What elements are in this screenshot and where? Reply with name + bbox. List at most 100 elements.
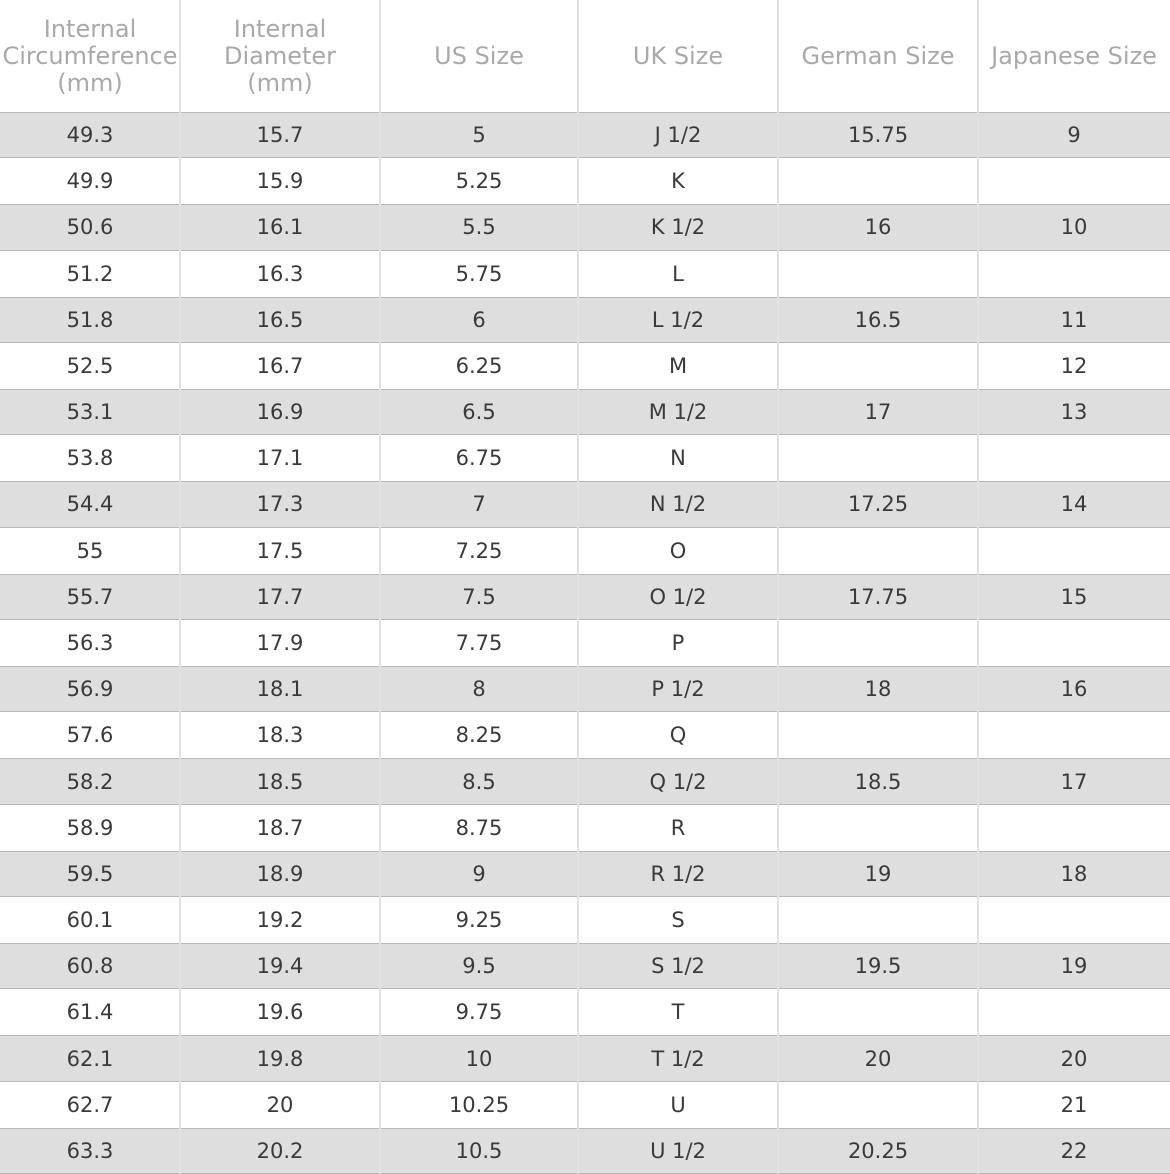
table-cell: 17.1 [256,446,304,471]
table-cell: L [672,261,684,286]
table-cell: 8.25 [455,723,503,748]
header-line: Internal [43,14,137,43]
table-cell: 11 [1060,307,1088,332]
table-row: 51.8 16.5 6 L 1/2 16.5 11 [0,296,1170,343]
table-cell: 56.9 [66,677,114,702]
table-cell: 18.3 [256,723,304,748]
table-row: 60.8 19.4 9.5 S 1/2 19.5 19 [0,943,1170,990]
column-header: Japanese Size [978,0,1170,112]
table-cell: 53.8 [66,446,114,471]
table-cell: 17 [864,400,892,425]
table-cell: 63.3 [66,1138,114,1163]
table-cell [778,897,978,943]
column-header: US Size [380,0,578,112]
table-cell: O 1/2 [649,584,707,609]
table-cell: 60.1 [66,908,114,933]
table-cell: 54.4 [66,492,114,517]
table-cell: 14 [1060,492,1088,517]
column-header: Internal Diameter (mm) [180,0,380,112]
table-row: 55 17.5 7.25 O [0,528,1170,574]
table-row: 54.4 17.3 7 N 1/2 17.25 14 [0,481,1170,528]
table-cell: 20 [864,1046,892,1071]
table-cell [778,620,978,666]
header-line: US Size [434,41,524,70]
table-cell: 9 [472,861,486,886]
table-cell: 7.25 [455,538,503,563]
table-cell: N 1/2 [649,492,707,517]
table-cell: 16 [1060,677,1088,702]
table-cell: 19.4 [256,954,304,979]
table-cell: 19.2 [256,908,304,933]
table-cell: J 1/2 [654,123,702,148]
table-cell: 51.8 [66,307,114,332]
table-row: 52.5 16.7 6.25 M 12 [0,343,1170,389]
table-cell: 16 [864,215,892,240]
table-cell: L 1/2 [651,307,705,332]
table-cell: 12 [1060,353,1088,378]
table-row: 61.4 19.6 9.75 T [0,989,1170,1035]
table-row: 49.9 15.9 5.25 K [0,158,1170,204]
table-cell: 55.7 [66,584,114,609]
table-cell: 51.2 [66,261,114,286]
table-cell: 18.5 [256,769,304,794]
table-cell: 8.5 [462,769,496,794]
table-cell: 18 [864,677,892,702]
table-cell: 62.1 [66,1046,114,1071]
table-cell: T [671,1000,685,1025]
table-cell: 13 [1060,400,1088,425]
table-cell: 15 [1060,584,1088,609]
table-cell: 5 [472,123,486,148]
table-row: 56.3 17.9 7.75 P [0,620,1170,666]
table-row: 50.6 16.1 5.5 K 1/2 16 10 [0,204,1170,251]
table-cell: 7.75 [455,630,503,655]
column-header: German Size [778,0,978,112]
column-divider [179,0,181,1174]
table-cell: 8.75 [455,815,503,840]
table-cell [778,528,978,574]
table-cell: 5.5 [462,215,496,240]
table-cell: 15.75 [847,123,909,148]
column-divider [379,0,381,1174]
table-cell: 18.5 [854,769,902,794]
table-cell: 17.9 [256,630,304,655]
table-cell: 19 [864,861,892,886]
table-cell [778,343,978,389]
table-cell [978,712,1170,758]
table-cell: 58.9 [66,815,114,840]
table-cell [978,528,1170,574]
table-row: 53.1 16.9 6.5 M 1/2 17 13 [0,389,1170,436]
table-cell: 17.7 [256,584,304,609]
table-cell: 16.5 [854,307,902,332]
table-cell [978,251,1170,297]
table-cell: 19.6 [256,1000,304,1025]
table-cell: U [670,1092,686,1117]
table-cell: 9 [1067,123,1081,148]
table-cell: 18.9 [256,861,304,886]
table-cell: 10 [465,1046,493,1071]
table-cell: 16.7 [256,353,304,378]
column-header: Internal Circumference (mm) [0,0,180,112]
table-cell: M [668,353,688,378]
table-cell: R 1/2 [650,861,706,886]
header-line: German Size [801,41,955,70]
table-cell: 17.25 [847,492,909,517]
column-divider [577,0,579,1174]
header-line: Japanese Size [991,41,1157,70]
table-cell: 10.5 [455,1138,503,1163]
table-cell: 6.75 [455,446,503,471]
table-row: 51.2 16.3 5.75 L [0,251,1170,297]
table-cell: 10.25 [448,1092,510,1117]
table-cell [778,1082,978,1128]
table-cell: S 1/2 [651,954,705,979]
table-cell: 20 [1060,1046,1088,1071]
table-cell: 55 [76,538,104,563]
table-cell: 19.8 [256,1046,304,1071]
table-cell [778,158,978,204]
header-line: (mm) [57,68,123,97]
table-cell: 15.7 [256,123,304,148]
table-cell: 60.8 [66,954,114,979]
table-cell [778,712,978,758]
table-cell: 19 [1060,954,1088,979]
table-cell: 8 [472,677,486,702]
table-cell: T 1/2 [651,1046,705,1071]
